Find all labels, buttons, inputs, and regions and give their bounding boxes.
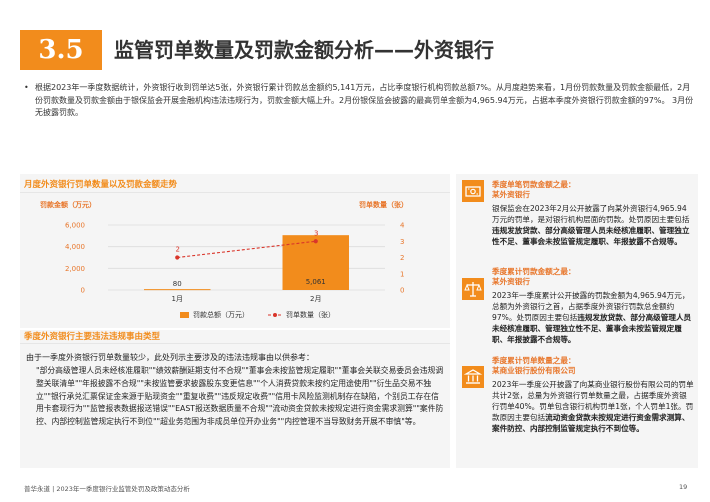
line-data-label: 2 (176, 246, 180, 254)
bar-data-label: 5,061 (306, 278, 326, 286)
y-right-tick-label: 2 (400, 254, 404, 262)
legend-marker-line (273, 313, 277, 317)
card-1-body: 银保监会在2023年2月公开披露了向某外资银行4,965.94万元的罚单，是对银… (492, 203, 694, 247)
y-left-axis-label: 罚款金额（万元） (40, 200, 96, 209)
y-right-tick-label: 4 (400, 222, 405, 230)
chart-area: 罚款金额（万元） 罚单数量（张） 6,000 4,000 2,000 0 4 3 2 1 0 1月 2月… (40, 200, 408, 319)
section-number: 3.5 (38, 35, 84, 65)
footer-text: 普华永道 | 2023年一季度银行业监管处罚及政策动态分析 (24, 485, 190, 493)
card-3-body-bold: 流动资金贷款未按规定进行资金需求测算、案件防控、内部控制监管规定执行不到位等。 (492, 413, 690, 433)
legend-label-bar: 罚款总额（万元） (193, 310, 249, 319)
reasons-text: "部分高级管理人员未经核准履职""绩效薪酬延期支付不合规""董事会未按监管规定履… (36, 366, 444, 427)
y-right-tick-label: 1 (400, 270, 404, 278)
line-point (175, 255, 180, 260)
card-1-title-2: 某外资银行 (492, 190, 530, 199)
reasons-section-title: 季度外资银行主要违法违规事由类型 (24, 332, 161, 342)
chart-section-title: 月度外资银行罚单数量以及罚款金额走势 (24, 180, 178, 190)
bar (144, 289, 211, 291)
x-tick-label: 2月 (310, 295, 321, 303)
series-line (177, 240, 316, 259)
legend-label-line: 罚单数量（张） (286, 310, 335, 319)
line-point (313, 239, 318, 244)
bar-data-label: 80 (173, 280, 182, 288)
bank-icon (462, 366, 484, 388)
chart-panel (20, 174, 450, 328)
chart-line (175, 239, 318, 260)
y-left-tick-label: 0 (81, 287, 85, 295)
y-right-tick-label: 3 (400, 238, 404, 246)
card-2-body-bold: 违规发放贷款、部分高级管理人员未经核准履职、管理独立性不足、董事会未按监管规定履… (492, 313, 692, 344)
money-card-icon (462, 180, 484, 202)
card-2-title-2: 某外资银行 (492, 277, 530, 286)
chart-divider (20, 192, 450, 193)
highlights-panel (456, 174, 698, 468)
legend-swatch-bar (180, 312, 189, 318)
reasons-divider (20, 343, 450, 344)
card-3-body-plain: 2023年一季度公开披露了向某商业银行股份有限公司的罚单共计2张，总量为外资银行… (492, 380, 694, 422)
y-right-axis-label: 罚单数量（张） (359, 200, 408, 209)
card-1-body-bold: 违规发放贷款、部分高级管理人员未经核准履职、管理独立性不足、董事会未按监管规定履… (492, 226, 690, 246)
y-right-tick-label: 0 (400, 287, 404, 295)
card-3-title-1: 季度累计罚单数量之最： (492, 356, 576, 365)
intro-text: 根据2023年一季度数据统计，外资银行收到罚单达5张，外资银行累计罚款总金额约5… (35, 83, 694, 117)
card-2-body: 2023年一季度累计公开披露的罚款金额为4,965.94万元，总额为外资银行之首… (492, 290, 694, 345)
x-tick-label: 1月 (172, 295, 183, 303)
page-title: 监管罚单数量及罚款金额分析——外资银行 (114, 38, 494, 62)
page-number: 19 (679, 483, 688, 491)
scale-icon (462, 278, 484, 300)
card-2-title-1: 季度累计罚款金额之最： (492, 267, 576, 276)
section-number-badge: 3.5 (20, 30, 102, 70)
intro-paragraph: • 根据2023年一季度数据统计，外资银行收到罚单达5张，外资银行累计罚款总金额… (24, 82, 694, 120)
reasons-intro: 由于一季度外资银行罚单数量较少，此处列示主要涉及的违法违规事由以供参考： (26, 353, 314, 362)
y-left-tick-label: 6,000 (65, 222, 85, 230)
y-left-tick-label: 4,000 (65, 243, 85, 251)
card-1-title-1: 季度单笔罚款金额之最： (492, 180, 576, 189)
card-1-body-plain: 银保监会在2023年2月公开披露了向某外资银行4,965.94万元的罚单，是对银… (492, 204, 690, 224)
reasons-panel (20, 330, 450, 468)
card-3-body: 2023年一季度公开披露了向某商业银行股份有限公司的罚单共计2张，总量为外资银行… (492, 379, 694, 434)
bullet-glyph: • (24, 83, 29, 92)
card-2-body-plain: 2023年一季度累计公开披露的罚款金额为4,965.94万元，总额为外资银行之首… (492, 291, 690, 322)
chart-labels: 罚款金额（万元） 罚单数量（张） 6,000 4,000 2,000 0 4 3 2 1 0 1月 2月… (40, 200, 408, 319)
card-3-title-2: 某商业银行股份有限公司 (492, 366, 576, 375)
y-left-tick-label: 2,000 (65, 265, 85, 273)
line-data-label: 3 (314, 229, 318, 237)
